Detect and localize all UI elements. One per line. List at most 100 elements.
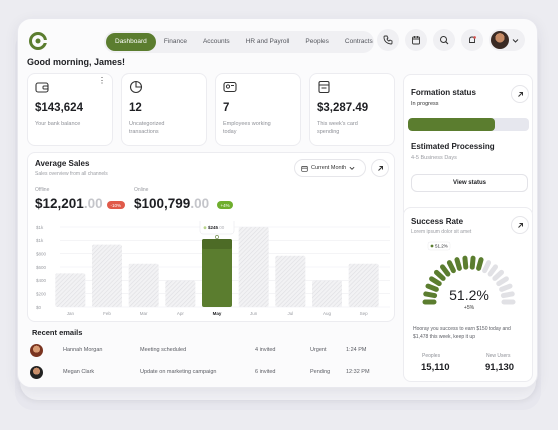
y-tick-label: $600 <box>36 265 47 270</box>
recent-emails-title: Recent emails <box>32 328 83 337</box>
new-users-label: New Users <box>486 353 511 359</box>
bar-feb[interactable] <box>92 244 122 307</box>
new-users-value: 91,130 <box>485 362 515 373</box>
gauge-segment <box>423 291 438 299</box>
nav-contracts[interactable]: Contracts <box>344 38 373 45</box>
online-value: $100,799.00 <box>134 196 210 211</box>
nav-accounts[interactable]: Accounts <box>202 38 230 45</box>
stat-card-employees[interactable]: 7 Employees working today <box>215 73 301 146</box>
logo-icon <box>29 32 48 50</box>
email-row[interactable]: Hannah Morgan Meeting scheduled 4 invite… <box>27 342 373 360</box>
gauge-segment <box>496 276 509 287</box>
x-tick-label: Feb <box>103 311 111 316</box>
phone-icon[interactable] <box>377 29 399 51</box>
success-subtitle: Lorem ipsum dolor sit amet <box>411 229 472 235</box>
gauge-segment <box>439 264 451 277</box>
gauge-tooltip-label: 51.2% <box>435 244 448 249</box>
calendar-icon[interactable] <box>405 29 427 51</box>
x-tick-label: Jul <box>287 311 293 316</box>
bar-highlight-cap <box>202 239 232 249</box>
formation-title: Formation status <box>411 88 476 97</box>
stat-card-spending[interactable]: $3,287.49 This week's card spending <box>309 73 395 146</box>
x-tick-label: Mar <box>140 311 148 316</box>
calendar-icon <box>301 165 308 172</box>
y-tick-label: $800 <box>36 251 47 256</box>
expand-formation-button[interactable] <box>511 85 529 103</box>
online-label: Online <box>134 187 149 193</box>
nav-dashboard[interactable]: Dashboard <box>106 33 156 51</box>
nav-hr-payroll[interactable]: HR and Payroll <box>245 38 290 45</box>
tooltip-anchor <box>215 235 219 239</box>
bar-mar[interactable] <box>128 263 159 307</box>
expand-sales-button[interactable] <box>371 159 389 177</box>
stat-card-balance[interactable]: ⋮ $143,624 Your bank balance <box>27 73 113 146</box>
email-invited: 6 invited <box>255 369 276 375</box>
bell-icon[interactable] <box>461 29 483 51</box>
stat-label: Employees working today <box>223 121 271 135</box>
bar-jan[interactable] <box>55 273 86 307</box>
y-tick-label: $400 <box>36 278 47 283</box>
gauge-tooltip-swatch <box>430 244 434 248</box>
gauge-segment <box>476 257 484 271</box>
success-rate-card: Success Rate Lorem ipsum dolor sit amet … <box>403 207 533 382</box>
gauge-segment <box>487 264 499 277</box>
stat-label: Uncategorized transactions <box>129 121 165 135</box>
receipt-icon <box>318 80 330 94</box>
formation-status-card: Formation status In progress Estimated P… <box>403 74 533 219</box>
gauge-segment <box>425 283 439 292</box>
gauge-segment <box>433 269 446 281</box>
search-icon[interactable] <box>433 29 455 51</box>
tooltip-swatch <box>203 226 207 230</box>
stat-value: 7 <box>223 102 230 114</box>
bar-apr[interactable] <box>165 280 196 307</box>
nav-peoples[interactable]: Peoples <box>305 38 329 45</box>
bar-aug[interactable] <box>312 280 342 307</box>
id-card-icon <box>223 81 237 93</box>
sales-bar-chart: $0 $200 $400 $600 $800 $1k $1k Jan Feb Mar Apr May… <box>36 221 390 316</box>
x-tick-label: Jan <box>67 311 75 316</box>
dashboard-window: Dashboard Finance Accounts HR and Payrol… <box>17 18 538 388</box>
arrow-up-right-icon <box>377 165 383 171</box>
formation-progress-bar <box>408 118 529 131</box>
email-row[interactable]: Megan Clark Update on marketing campaign… <box>27 364 373 382</box>
profile-menu[interactable] <box>489 29 525 51</box>
view-status-button[interactable]: View status <box>411 174 528 192</box>
gauge-segment <box>492 269 505 281</box>
gauge-tooltip <box>427 241 451 251</box>
estimated-title: Estimated Processing <box>411 142 495 151</box>
sales-subtitle: Sales overview from all channels <box>35 171 108 177</box>
bar-jun[interactable] <box>238 227 269 307</box>
x-tick-label: Jun <box>250 311 258 316</box>
stat-value: 12 <box>129 102 142 114</box>
offline-value: $12,201.00 <box>35 196 103 211</box>
main-nav: Dashboard Finance Accounts HR and Payrol… <box>104 31 374 53</box>
nav-finance[interactable]: Finance <box>163 38 187 45</box>
y-tick-label: $1k <box>36 225 44 230</box>
email-subject: Meeting scheduled <box>140 347 187 353</box>
stat-label: Your bank balance <box>35 121 81 127</box>
email-priority: Pending <box>310 369 331 375</box>
x-tick-label: Aug <box>323 311 332 316</box>
more-options-icon[interactable]: ⋮ <box>98 76 106 85</box>
expand-success-button[interactable] <box>511 216 529 234</box>
period-select[interactable]: Current Month <box>294 159 366 177</box>
gauge-segment <box>469 255 476 270</box>
avatar <box>491 31 509 49</box>
online-badge: +4% <box>217 201 234 209</box>
gauge-segment <box>446 260 456 274</box>
offline-badge: -10% <box>107 201 125 209</box>
greeting: Good morning, James! <box>27 57 126 67</box>
bar-may[interactable] <box>202 239 232 307</box>
gauge-segment <box>429 276 442 287</box>
stat-card-transactions[interactable]: 12 Uncategorized transactions <box>121 73 207 146</box>
peoples-label: Peoples <box>422 353 441 359</box>
email-subject: Update on marketing campaign <box>140 369 217 375</box>
y-tick-label: $200 <box>36 291 47 296</box>
bar-sep[interactable] <box>348 263 379 307</box>
gauge-segment <box>482 260 492 274</box>
x-tick-label: Sep <box>360 311 369 316</box>
average-sales-card: Average Sales Sales overview from all ch… <box>27 152 395 322</box>
formation-status: In progress <box>411 101 439 107</box>
bar-jul[interactable] <box>275 255 306 307</box>
success-delta: +5% <box>463 305 475 311</box>
